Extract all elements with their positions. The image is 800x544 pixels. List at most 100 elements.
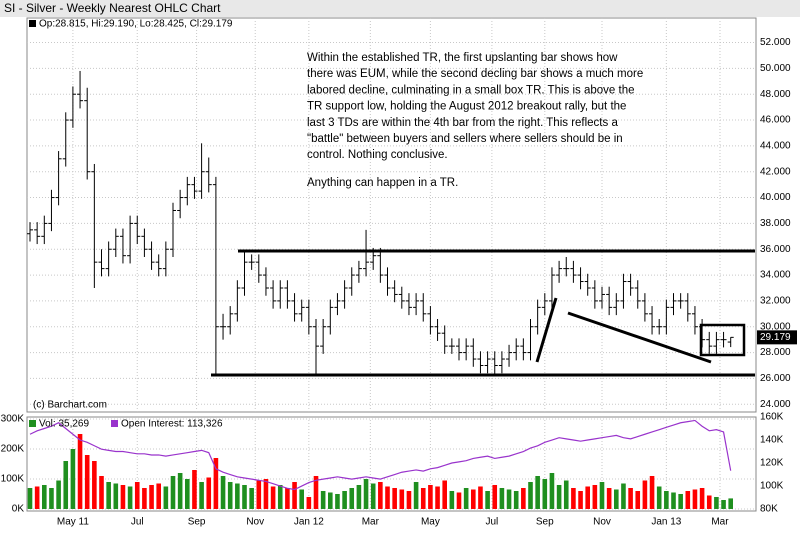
legend-swatch [29, 420, 36, 427]
volume-bar [349, 487, 355, 509]
volume-bar [206, 477, 212, 509]
y2-tick-label: 160K [760, 412, 784, 423]
volume-bar [299, 489, 304, 509]
volume-bar [585, 486, 590, 509]
volume-bar [621, 483, 626, 509]
volume-bar [363, 478, 369, 509]
volume-bar [127, 486, 133, 509]
volume-bar [378, 481, 383, 509]
volume-bar [471, 489, 476, 509]
annotation-line: "battle" between buyers and sellers wher… [307, 133, 623, 145]
volume-bar [335, 493, 340, 509]
volume-bar [99, 475, 104, 509]
volume-bar [535, 475, 540, 509]
volume-bar [263, 478, 269, 509]
volume-bar [699, 487, 705, 509]
volume-bar [320, 490, 326, 509]
volume-bar [70, 449, 76, 509]
volume-bar [277, 484, 283, 509]
price-panel [26, 17, 757, 413]
volume-bar [642, 480, 648, 509]
copyright: (c) Barchart.com [33, 400, 107, 411]
volume-bar [34, 486, 40, 509]
upslant-line [535, 297, 558, 363]
y-tick-label: 300K [1, 414, 25, 425]
x-tick-label: Nov [246, 517, 264, 528]
ohlc-header: Op:28.815, Hi:29.190, Lo:28.425, Cl:29.1… [39, 19, 233, 30]
box-range [699, 323, 746, 357]
volume-bar [149, 484, 154, 509]
x-tick-label: Nov [593, 517, 611, 528]
y-tick-label: 200K [1, 444, 25, 455]
downslant-line [567, 311, 712, 364]
x-tick-label: May [421, 517, 440, 528]
volume-bar [513, 490, 519, 509]
volume-bar [664, 490, 669, 509]
volume-bar [485, 490, 490, 509]
volume-bar [442, 480, 447, 509]
volume-bar [492, 484, 498, 509]
volume-bar [549, 472, 555, 509]
volume-bar [249, 487, 254, 509]
volume-bar [356, 484, 362, 509]
annotation-line: control. Nothing conclusive. [307, 149, 448, 161]
y-tick-label: 36.000 [760, 244, 791, 255]
volume-bar [413, 481, 419, 509]
volume-bar [556, 484, 562, 509]
volume-bar [635, 490, 641, 509]
volume-bar [435, 486, 440, 509]
y-tick-label: 38.000 [760, 218, 791, 229]
volume-bar [692, 489, 698, 509]
open-interest-line [29, 419, 732, 491]
volume-bar [134, 481, 140, 509]
volume-bar [385, 486, 390, 509]
volume-bar [328, 492, 333, 509]
last-price-label: 29.179 [760, 332, 791, 343]
y-tick-label: 48.000 [760, 89, 791, 100]
x-tick-label: May 11 [57, 517, 89, 528]
volume-bar [728, 498, 733, 509]
volume-bar [463, 487, 469, 509]
volume-bar [578, 490, 583, 509]
annotation-footer: Anything can happen in a TR. [307, 177, 458, 189]
y2-tick-label: 120K [760, 458, 784, 469]
x-tick-label: Mar [711, 517, 729, 528]
x-tick-label: Mar [362, 517, 380, 528]
last-price-box [757, 330, 797, 345]
volume-bar [285, 487, 290, 509]
volume-bar [592, 484, 598, 509]
overlay: Op:28.815, Hi:29.190, Lo:28.425, Cl:29.1… [1, 19, 797, 528]
volume-bar [177, 472, 183, 509]
chart-title: SI - Silver - Weekly Nearest OHLC Chart [4, 1, 221, 15]
volume-bar [56, 480, 61, 509]
volume-bar [256, 480, 262, 509]
y-tick-label: 34.000 [760, 270, 791, 281]
volume-bar [521, 487, 526, 509]
volume-bar [235, 483, 240, 509]
volume-bar [199, 481, 204, 509]
volume-bar [292, 481, 297, 509]
volume-panel [26, 416, 757, 512]
y2-tick-label: 140K [760, 435, 784, 446]
volume-bar [170, 475, 176, 509]
volume-bar [342, 490, 347, 509]
volume-bar [270, 486, 276, 509]
volume-bar [242, 484, 247, 509]
volume-bar [106, 481, 111, 509]
x-tick-label: Jul [485, 517, 498, 528]
y-tick-label: 32.000 [760, 296, 791, 307]
legend-swatch [111, 420, 118, 427]
marks [27, 70, 734, 509]
volume-bar [614, 489, 619, 509]
legend-label: Vol: 35,269 [39, 419, 89, 430]
volume-bar [706, 495, 712, 509]
volume-bar [606, 487, 612, 509]
volume-bar [392, 487, 397, 509]
volume-bar [42, 484, 47, 509]
volume-bar [721, 499, 726, 509]
x-tick-label: Jan 12 [294, 517, 324, 528]
legend-label: Open Interest: 113,326 [121, 419, 223, 430]
volume-bar [63, 461, 69, 509]
